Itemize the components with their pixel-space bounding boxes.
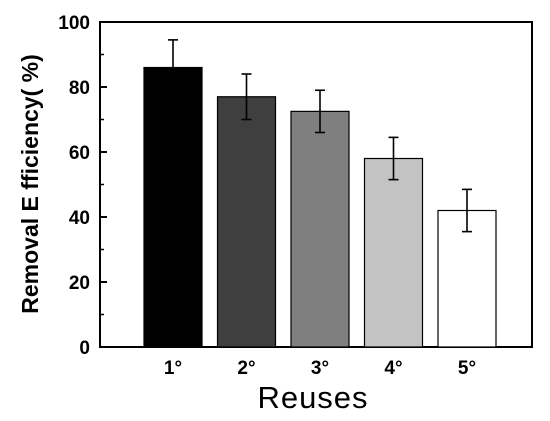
x-tick-label: 3° bbox=[311, 358, 329, 379]
x-tick-label: 5° bbox=[458, 358, 476, 379]
x-axis-title: Reuses bbox=[257, 380, 368, 415]
bar bbox=[290, 110, 350, 348]
x-tick-label: 4° bbox=[384, 358, 402, 379]
y-tick-label: 20 bbox=[69, 273, 90, 294]
y-tick-label: 80 bbox=[69, 78, 90, 99]
y-tick-label: 40 bbox=[69, 208, 90, 229]
y-tick-label: 60 bbox=[69, 143, 90, 164]
bar bbox=[143, 66, 203, 348]
x-tick-label: 1° bbox=[164, 358, 182, 379]
x-axis: 1° 2° 3° 4° 5° bbox=[164, 358, 476, 379]
x-tick-label: 2° bbox=[237, 358, 255, 379]
y-axis: 0 20 40 60 80 100 bbox=[58, 13, 107, 359]
bar bbox=[216, 96, 277, 348]
y-tick-label: 0 bbox=[79, 338, 90, 359]
error-bars bbox=[168, 39, 472, 233]
y-tick-label: 100 bbox=[58, 13, 90, 34]
y-axis-title: Removal E fficiency( %) bbox=[17, 54, 43, 313]
bars bbox=[143, 66, 497, 348]
bar bbox=[363, 157, 424, 348]
bar bbox=[437, 209, 497, 348]
